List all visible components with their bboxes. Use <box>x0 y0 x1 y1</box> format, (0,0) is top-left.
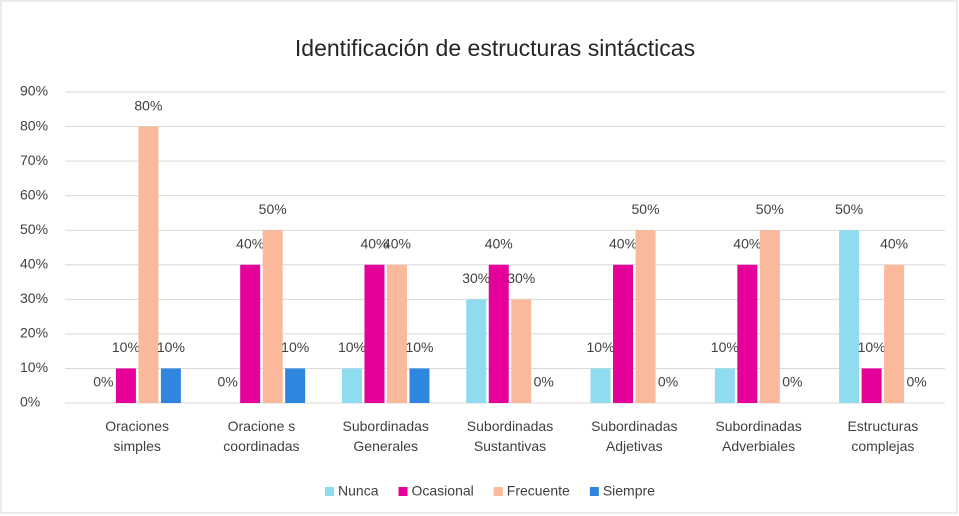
data-label: 10% <box>338 339 366 355</box>
legend-swatch <box>325 487 335 496</box>
data-label: 10% <box>405 339 433 355</box>
bar <box>409 368 430 403</box>
bar <box>386 264 407 403</box>
x-tick-label: Oracione s coordinadas <box>223 418 300 454</box>
bar <box>511 299 532 403</box>
bar <box>714 368 735 403</box>
bar <box>590 368 611 403</box>
data-label: 10% <box>281 339 309 355</box>
bar <box>160 368 181 403</box>
chart-title: Identificación de estructuras sintáctica… <box>295 35 695 61</box>
legend-label: Ocasional <box>412 483 474 499</box>
bar <box>613 264 634 403</box>
data-label: 10% <box>112 339 140 355</box>
data-label: 40% <box>733 235 761 251</box>
data-label: 10% <box>858 339 886 355</box>
data-label: 0% <box>93 374 113 390</box>
y-tick-label: 80% <box>20 117 48 133</box>
data-label: 0% <box>906 374 926 390</box>
data-label: 40% <box>485 235 513 251</box>
legend-swatch <box>398 487 408 496</box>
y-tick-label: 90% <box>20 83 48 99</box>
bar <box>262 230 283 403</box>
bar <box>861 368 882 403</box>
data-label: 50% <box>259 201 287 217</box>
data-label: 30% <box>462 270 490 286</box>
x-tick-label: Subordinadas Sustantivas <box>466 418 554 454</box>
bar <box>138 126 159 404</box>
data-label: 10% <box>587 339 615 355</box>
y-tick-label: 0% <box>20 394 40 410</box>
y-tick-label: 60% <box>20 186 48 202</box>
data-label: 40% <box>236 235 264 251</box>
data-label: 40% <box>880 235 908 251</box>
bar <box>341 368 362 403</box>
y-tick-label: 20% <box>20 325 48 341</box>
bar <box>635 230 656 403</box>
legend-label: Nunca <box>338 483 379 499</box>
data-label: 80% <box>134 97 162 113</box>
bar <box>364 264 385 403</box>
data-label: 40% <box>360 235 388 251</box>
data-label: 50% <box>632 201 660 217</box>
bar <box>488 264 509 403</box>
data-label: 0% <box>534 374 554 390</box>
legend-label: Siempre <box>603 483 655 499</box>
y-tick-label: 50% <box>20 221 48 237</box>
data-label: 10% <box>711 339 739 355</box>
y-tick-label: 30% <box>20 290 48 306</box>
data-label: 40% <box>609 235 637 251</box>
data-label: 50% <box>835 201 863 217</box>
data-label: 0% <box>218 374 238 390</box>
y-tick-label: 70% <box>20 152 48 168</box>
y-tick-label: 10% <box>20 359 48 375</box>
x-tick-label: Estructuras complejas <box>847 418 919 454</box>
bar <box>737 264 758 403</box>
bar <box>466 299 487 403</box>
bar <box>285 368 306 403</box>
legend-swatch <box>493 487 503 496</box>
bar <box>884 264 905 403</box>
y-tick-label: 40% <box>20 255 48 271</box>
bar <box>115 368 136 403</box>
x-tick-label: Subordinadas Adjetivas <box>591 418 678 454</box>
bar <box>240 264 261 403</box>
data-label: 0% <box>658 374 678 390</box>
bar <box>839 230 860 403</box>
data-label: 30% <box>507 270 535 286</box>
data-label: 10% <box>157 339 185 355</box>
data-label: 50% <box>756 201 784 217</box>
x-tick-label: Subordinadas Adverbiales <box>715 418 802 454</box>
legend-swatch <box>589 487 599 496</box>
x-tick-label: Subordinadas Generales <box>342 418 429 454</box>
legend-label: Frecuente <box>507 483 570 499</box>
data-label: 40% <box>383 235 411 251</box>
bar <box>759 230 780 403</box>
x-tick-label: Oraciones simples <box>105 418 170 454</box>
data-label: 0% <box>782 374 802 390</box>
